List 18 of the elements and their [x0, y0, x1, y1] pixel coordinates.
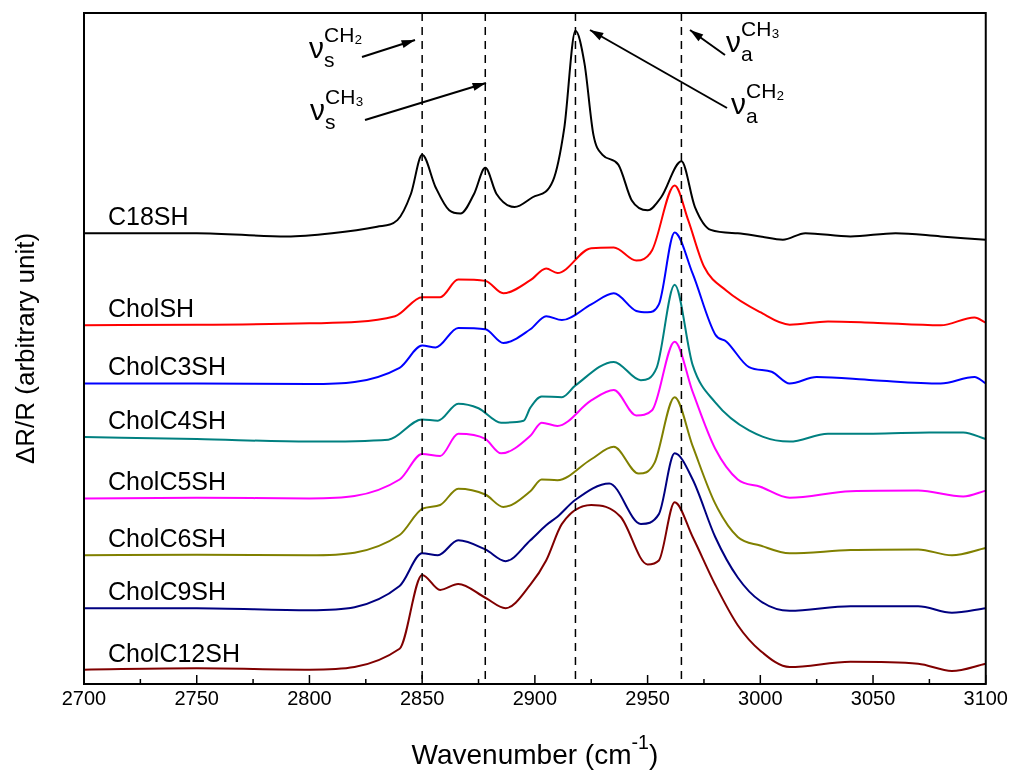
series-label: CholC4SH: [108, 406, 227, 435]
series-label: CholC9SH: [108, 577, 227, 606]
x-tick-label: 2700: [61, 686, 107, 709]
y-axis-title: ΔR/R (arbitrary unit): [10, 232, 40, 465]
x-tick-label: 2900: [512, 686, 558, 709]
x-tick-label: 3050: [850, 686, 896, 709]
x-tick-label: 2950: [625, 686, 670, 709]
series-label: CholSH: [108, 294, 195, 323]
series-label: CholC3SH: [108, 352, 227, 381]
series-label: CholC5SH: [108, 467, 227, 496]
x-tick-label: 3000: [738, 686, 783, 709]
x-tick-label: 3100: [963, 686, 1008, 709]
x-tick-label: 2750: [174, 686, 219, 709]
series-label: C18SH: [108, 202, 189, 231]
x-tick-label: 2850: [399, 686, 445, 709]
series-label: CholC6SH: [108, 524, 227, 553]
series-label: CholC12SH: [108, 638, 241, 667]
x-tick-label: 2800: [287, 686, 332, 709]
